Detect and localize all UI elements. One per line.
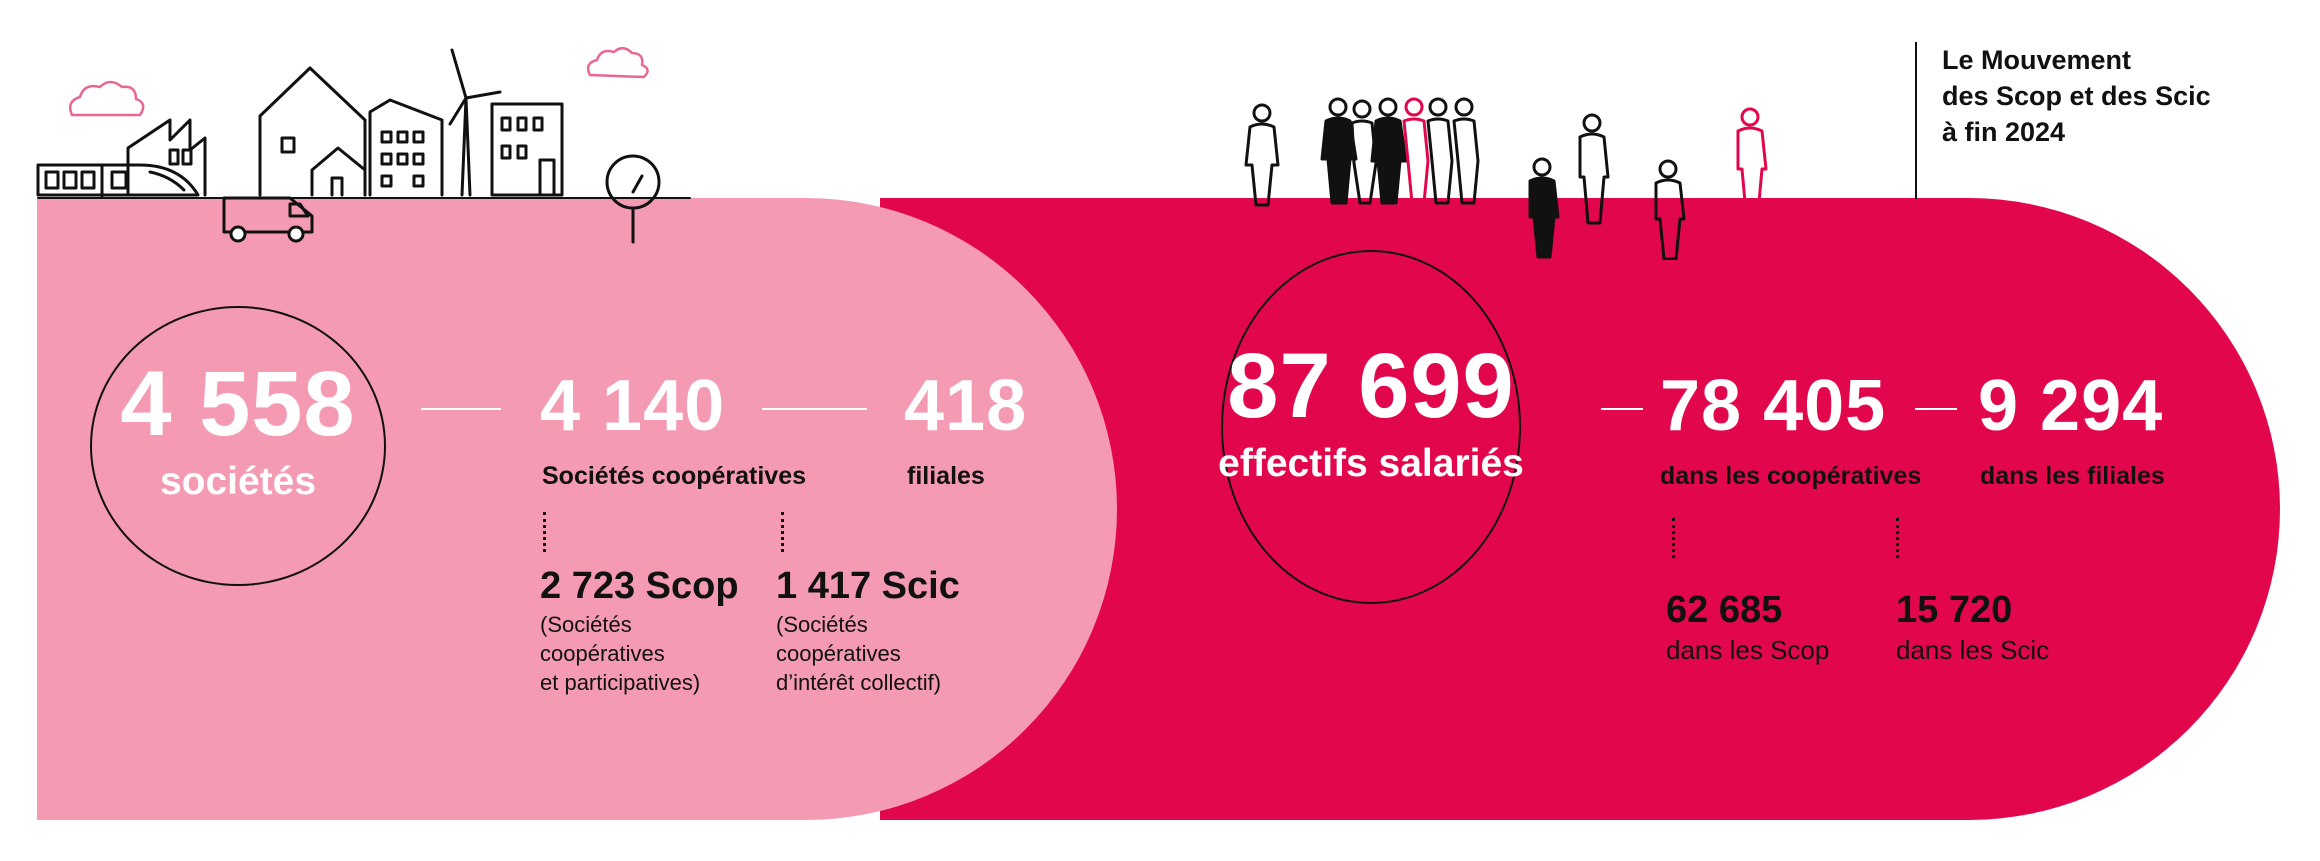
cooperatives-count: 4 140 <box>540 366 726 446</box>
employees-scop-count: 62 685 <box>1666 589 1783 631</box>
employees-cooperatives-count: 78 405 <box>1660 366 1887 446</box>
van-icon <box>222 196 314 243</box>
companies-total-label: sociétés <box>159 460 317 503</box>
dotted-connector <box>1896 518 1899 558</box>
scic-description-line: coopératives <box>776 641 901 666</box>
subsidiaries-label: filiales <box>907 462 985 490</box>
scic-description: (Sociétés coopératives d’intérêt collect… <box>776 610 941 697</box>
infographic-title: Le Mouvement des Scop et des Scic à fin … <box>1942 42 2272 150</box>
connector-line <box>421 408 501 410</box>
town-illustration-icon <box>36 47 691 244</box>
scic-description-line: (Sociétés <box>776 612 868 637</box>
dotted-connector <box>781 512 784 552</box>
scop-description-line: (Sociétés <box>540 612 632 637</box>
dotted-connector <box>543 512 546 552</box>
connector-line <box>762 408 867 410</box>
dotted-connector <box>1672 518 1675 558</box>
scop-description: (Sociétés coopératives et participatives… <box>540 610 700 697</box>
wind-turbine-icon <box>448 48 502 197</box>
cloud-icon <box>69 80 145 117</box>
employees-total-label: effectifs salariés <box>1218 442 1524 485</box>
scic-count: 1 417 Scic <box>776 565 960 607</box>
companies-total-circle <box>90 306 386 586</box>
employees-subsidiaries-label: dans les filiales <box>1980 462 2165 490</box>
connector-line <box>1601 408 1643 410</box>
subsidiaries-count: 418 <box>904 366 1028 446</box>
employees-cooperatives-label: dans les coopératives <box>1660 462 1922 490</box>
people-illustration-icon <box>1244 97 1768 260</box>
scop-description-line: coopératives <box>540 641 665 666</box>
employees-total-value: 87 699 <box>1227 335 1515 437</box>
employees-scic-count: 15 720 <box>1896 589 2013 631</box>
title-line: à fin 2024 <box>1942 117 2066 147</box>
employees-total-circle <box>1221 250 1521 604</box>
title-divider <box>1915 42 1917 199</box>
cloud-icon <box>586 47 649 79</box>
connector-line <box>1915 408 1957 410</box>
title-line: des Scop et des Scic <box>1942 81 2211 111</box>
employees-subsidiaries-count: 9 294 <box>1978 366 2164 446</box>
scic-description-line: d’intérêt collectif) <box>776 670 942 695</box>
employees-scic-label: dans les Scic <box>1896 635 2050 665</box>
tree-icon <box>605 154 661 244</box>
scop-count: 2 723 Scop <box>540 565 739 607</box>
train-icon <box>36 163 200 198</box>
companies-total-value: 4 558 <box>120 353 356 455</box>
title-line: Le Mouvement <box>1942 45 2132 75</box>
employees-scop-label: dans les Scop <box>1666 635 1830 665</box>
cooperatives-label: Sociétés coopératives <box>542 462 807 490</box>
scop-description-line: et participatives) <box>540 670 701 695</box>
